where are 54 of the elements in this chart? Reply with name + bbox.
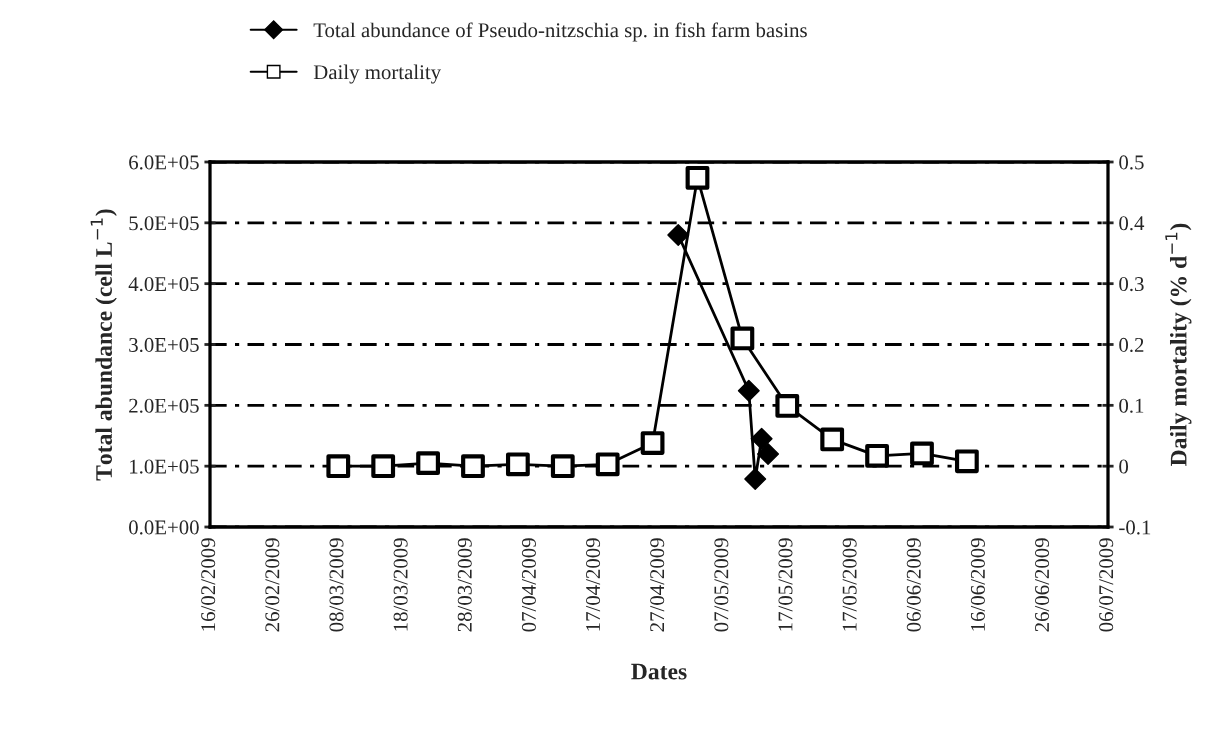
x-tick-label: 18/03/2009 [393, 538, 408, 631]
point [730, 326, 755, 351]
point [775, 394, 800, 418]
y-tick-label: 0.0E+00 [129, 520, 199, 535]
point [757, 443, 780, 465]
x-tick-label: 07/05/2009 [714, 538, 729, 632]
y2-tick-label: -0.1 [1119, 520, 1151, 535]
x-tick-label: 16/02/2009 [201, 538, 216, 631]
point [550, 454, 575, 479]
x-tick-label: 28/03/2009 [457, 538, 472, 632]
point [954, 449, 979, 474]
x-tick-label: 06/07/2009 [1099, 538, 1114, 632]
point [685, 165, 710, 190]
x-tick-label: 17/05/2009 [842, 538, 857, 631]
x-tick-label: 06/06/2009 [906, 538, 921, 632]
y2-tick-label: 0.4 [1119, 216, 1145, 231]
point [910, 441, 934, 466]
y-tick-label: 3.0E+05 [129, 337, 199, 353]
x-tick-label: 27/04/2009 [650, 538, 665, 632]
y-tick-label: 4.0E+05 [128, 277, 199, 292]
x-tick-label: 07/04/2009 [521, 538, 536, 632]
point [461, 454, 485, 479]
y2-tick-label: 0.3 [1119, 277, 1144, 292]
y2-tick-label: 0.1 [1119, 398, 1144, 413]
x-tick-label: 26/02/2009 [265, 538, 280, 632]
y2-tick-label: 0.5 [1119, 155, 1144, 170]
y-axis-title: Total abundance (cell L$^{−1}$) [90, 209, 117, 481]
point [820, 427, 845, 452]
y-tick-label: 5.0E+05 [129, 216, 199, 231]
x-axis-title: Dates [631, 663, 687, 680]
x-tick-label: 08/03/2009 [329, 538, 344, 632]
legend-label: Total abundance of Pseudo-nitzschia sp. in fish farm basins [313, 22, 807, 42]
point [595, 452, 620, 477]
y2-tick-label: 0 [1119, 459, 1129, 474]
legend-label: Daily mortality [313, 64, 442, 84]
x-tick-label: 17/04/2009 [586, 538, 601, 631]
y2-axis-title: Daily mortality (% d$^{−1}$) [1165, 223, 1192, 466]
y-tick-label: 2.0E+05 [129, 398, 199, 413]
point [505, 452, 530, 477]
point [750, 427, 773, 450]
x-tick-label: 17/05/2009 [778, 538, 793, 631]
point [371, 454, 396, 479]
point [667, 224, 690, 246]
point [865, 443, 889, 468]
y2-tick-label: 0.2 [1119, 337, 1144, 353]
point [326, 454, 351, 479]
point [744, 467, 767, 490]
point [416, 451, 440, 476]
y-tick-label: 1.0E+05 [130, 459, 199, 474]
y-tick-label: 6.0E+05 [129, 155, 199, 170]
point [737, 379, 760, 402]
point [640, 431, 665, 455]
x-tick-label: 26/06/2009 [1035, 538, 1050, 632]
x-tick-label: 16/06/2009 [970, 538, 985, 631]
